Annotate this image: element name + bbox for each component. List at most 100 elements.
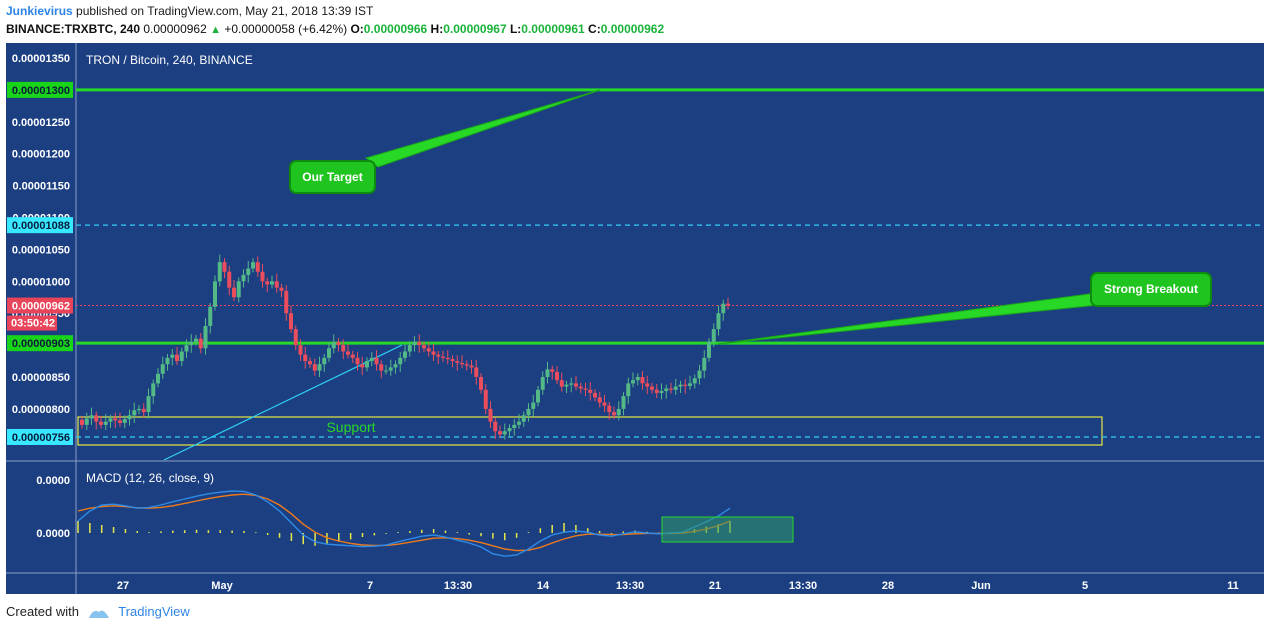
candle-body (336, 341, 341, 346)
candle-body (559, 380, 564, 387)
last-price: 0.00000962 (143, 22, 207, 36)
candle-body (593, 392, 597, 398)
candle-body (289, 313, 293, 330)
high-label: H: (430, 22, 444, 36)
time-tick-label: 14 (537, 580, 550, 592)
candle-body (498, 431, 502, 435)
candle-body (322, 357, 327, 365)
candle-body (417, 341, 422, 346)
price-chart[interactable]: 0.00001350 0.00001300 0.00001250 0.00001200… (6, 43, 1264, 594)
candle-body (669, 388, 673, 390)
level-price-tag (7, 335, 73, 352)
time-tick-label: 11 (1227, 580, 1239, 592)
macd-tick-top: 0.0000 (36, 475, 70, 487)
tradingview-link[interactable]: TradingView (118, 604, 190, 619)
candle-body (251, 262, 255, 269)
time-axis[interactable]: 27 May 7 13:30 14 13:30 21 13:30 28 Jun 5 11 (117, 580, 1239, 592)
candle-body (384, 370, 388, 372)
macd-tick-zero: 0.0000 (36, 528, 70, 540)
candle-body (612, 412, 616, 416)
up-arrow-icon: ▲ (210, 24, 221, 36)
level-price-text: 0.00000903 (12, 338, 70, 350)
high-value: 0.00000967 (443, 22, 507, 36)
time-tick-label: 28 (882, 580, 894, 592)
candle-body (208, 306, 213, 326)
candle-body (284, 290, 289, 314)
candle-body (455, 361, 460, 363)
candle-body (160, 364, 165, 374)
support-zone[interactable] (77, 416, 1103, 446)
candle-body (436, 354, 441, 357)
strong-breakout-text: Strong Breakout (1104, 282, 1198, 296)
candle-body (355, 357, 360, 365)
candle-body (460, 362, 464, 365)
candle-body (270, 281, 274, 285)
price-tick-label: 0.00001350 (12, 53, 70, 65)
candle-body (118, 420, 122, 423)
price-change: +0.00000058 (+6.42%) (224, 22, 348, 36)
time-tick-label: Jun (971, 580, 991, 592)
price-tick-label: 0.00001200 (12, 149, 70, 161)
candle-body (293, 329, 298, 346)
candle-body (431, 351, 436, 355)
author-link[interactable]: Junkievirus (6, 4, 73, 18)
candle-body (602, 402, 607, 406)
price-tick-label: 0.00000800 (12, 404, 70, 416)
candle-body (369, 357, 374, 362)
candle-body (616, 408, 621, 416)
candle-body (403, 351, 407, 358)
level-lines[interactable] (76, 88, 1264, 438)
candle-body (583, 388, 588, 390)
candle-body (502, 431, 507, 435)
strong-breakout-callout[interactable] (1090, 272, 1212, 307)
candle-body (179, 351, 184, 362)
candle-body (84, 418, 89, 425)
price-tick-label: 0.00001000 (12, 276, 70, 288)
low-value: 0.00000961 (521, 22, 585, 36)
candle-body (483, 389, 488, 409)
candle-body (246, 268, 251, 275)
our-target-callout[interactable] (289, 160, 376, 194)
publication-line: Junkievirus published on TradingView.com… (6, 4, 373, 18)
candle-body (398, 357, 403, 365)
candle-body (488, 408, 493, 422)
candle-body (203, 325, 208, 349)
candle-body (341, 345, 346, 352)
symbol-line: BINANCE:TRXBTC, 240 0.00000962 ▲ +0.0000… (6, 22, 664, 36)
candle-body (312, 364, 317, 371)
macd-highlight-box[interactable] (661, 516, 794, 543)
candle-body (194, 338, 198, 342)
level-price-text: 0.00001088 (12, 220, 70, 232)
candle-body (227, 271, 232, 288)
candle-body (445, 357, 450, 360)
candle-body (175, 354, 179, 362)
candle-body (621, 396, 626, 409)
chart-area[interactable]: 0.00001350 0.00001300 0.00001250 0.00001200… (6, 43, 1264, 594)
candle-body (388, 367, 393, 371)
time-tick-label: 13:30 (444, 580, 472, 592)
candles (80, 254, 730, 440)
open-value: 0.00000966 (363, 22, 428, 36)
candle-body (526, 408, 531, 416)
candle-body (274, 281, 279, 288)
candle-body (678, 384, 683, 387)
footer: Created with TradingView (6, 604, 190, 620)
candle-body (422, 345, 426, 349)
candle-body (331, 341, 336, 349)
candle-body (550, 369, 555, 372)
candle-body (631, 380, 635, 384)
candle-body (156, 373, 160, 384)
candle-body (360, 364, 365, 368)
candle-body (393, 364, 398, 368)
candle-body (536, 389, 540, 403)
candle-body (80, 419, 84, 425)
candle-body (441, 356, 445, 358)
macd-line (77, 490, 731, 557)
candle-body (716, 313, 721, 330)
candle-body (450, 359, 455, 362)
candle-body (327, 348, 331, 358)
candle-body (692, 378, 697, 384)
candle-body (137, 408, 141, 411)
candle-body (555, 371, 559, 381)
time-tick-label: 13:30 (789, 580, 817, 592)
